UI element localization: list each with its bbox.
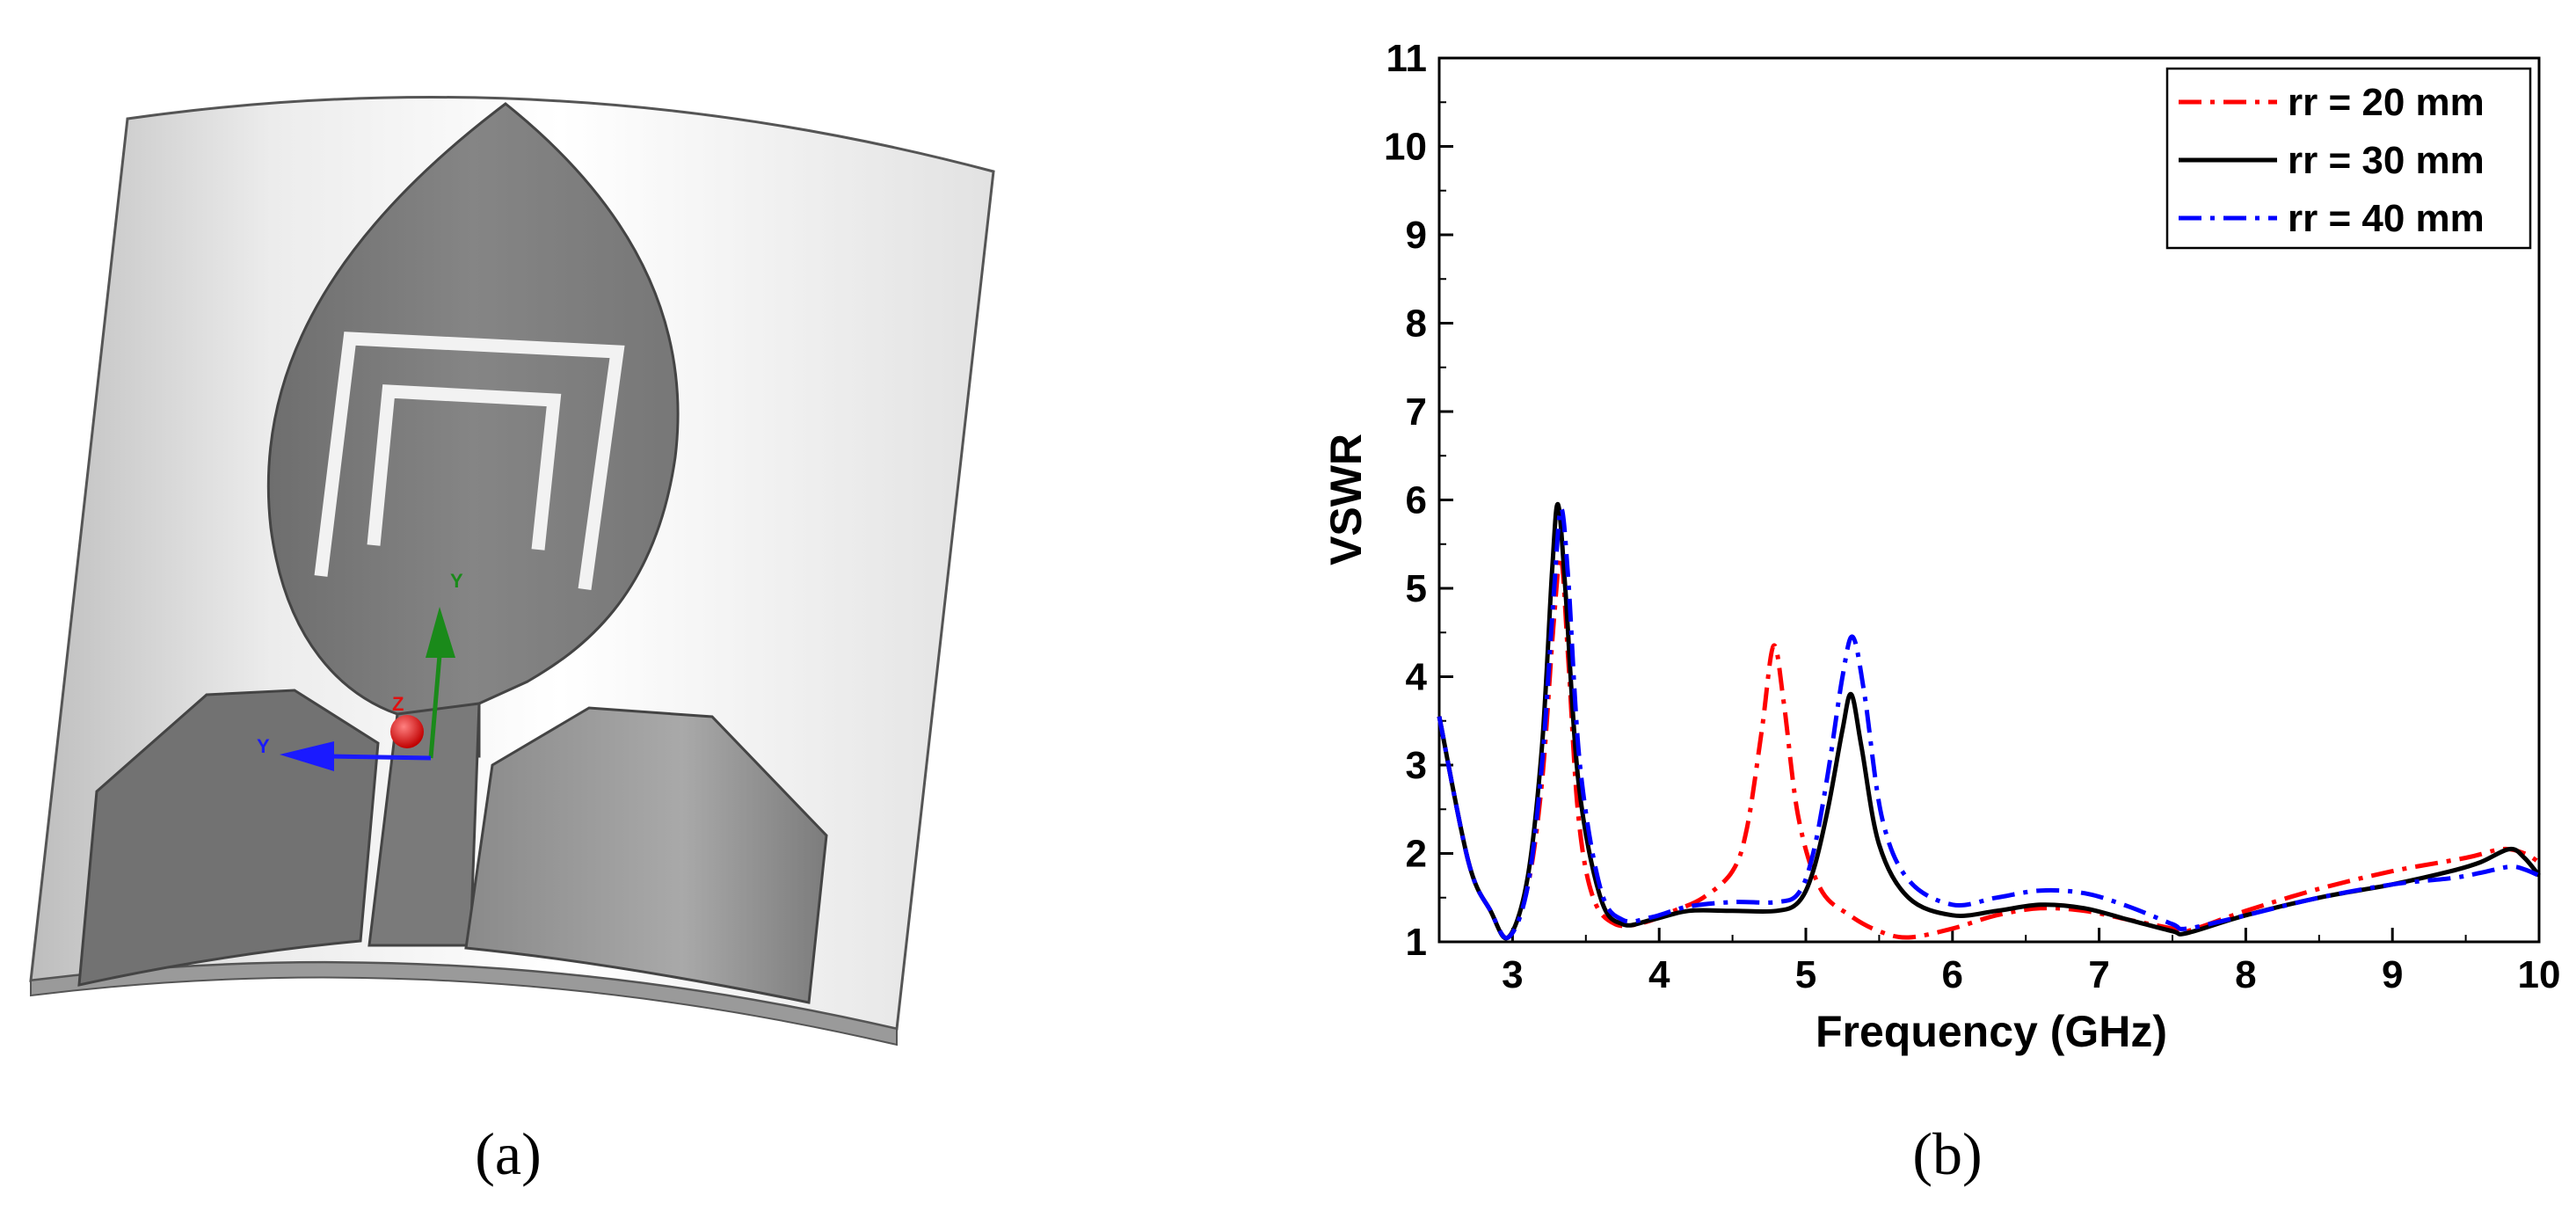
inner-u-slot — [367, 384, 562, 551]
x-tick-label: 7 — [2088, 953, 2109, 996]
y-axis-blue-label: Y — [257, 735, 270, 757]
panel-b-caption: (b) — [1912, 1120, 1982, 1187]
right-ground-plane — [464, 706, 828, 1004]
x-tick-label: 9 — [2382, 953, 2403, 996]
z-axis-red-label: Z — [392, 693, 404, 715]
y-tick-label: 4 — [1406, 656, 1428, 699]
y-tick-label: 5 — [1406, 567, 1427, 610]
y-tick-label: 7 — [1406, 390, 1427, 434]
series-rr40-line — [1437, 506, 2540, 940]
y-tick-label: 2 — [1406, 833, 1427, 876]
x-axis-label: Frequency (GHz) — [1816, 1007, 2167, 1056]
y-axis-green-line — [428, 654, 442, 759]
x-tick-label: 3 — [1502, 953, 1523, 996]
left-ground-plane — [77, 689, 380, 987]
y-tick-label: 11 — [1386, 37, 1427, 80]
x-tick-label: 5 — [1795, 953, 1816, 996]
legend: rr = 20 mm rr = 30 mm rr = 40 mm — [2165, 67, 2532, 250]
coordinate-axes: Y Y Z — [257, 570, 463, 771]
x-tick-label: 6 — [1942, 953, 1963, 996]
y-tick-label: 1 — [1406, 921, 1427, 964]
y-axis-blue-arrow — [280, 741, 334, 771]
y-axis-label: VSWR — [1321, 434, 1371, 565]
y-tick-label: 8 — [1406, 303, 1427, 346]
legend-label-rr20: rr = 20 mm — [2288, 81, 2485, 124]
legend-label-rr40: rr = 40 mm — [2288, 197, 2485, 240]
z-axis-red-ball — [390, 715, 424, 748]
antenna-render: Y Y Z — [29, 96, 995, 1046]
x-axis-ticks: 3 4 5 6 7 8 9 10 — [1438, 928, 2561, 996]
x-tick-label: 10 — [2518, 953, 2561, 996]
y-axis-ticks: 1 2 3 4 5 6 7 8 9 10 11 — [1384, 37, 1453, 964]
panel-a-caption: (a) — [475, 1120, 541, 1187]
y-axis-green-arrow — [426, 607, 455, 658]
substrate-edge — [30, 961, 898, 1046]
series-layer — [1437, 501, 2541, 941]
y-tick-label: 3 — [1406, 744, 1427, 787]
teardrop-patch — [266, 102, 680, 758]
y-axis-blue-line — [329, 754, 432, 761]
y-tick-label: 6 — [1406, 479, 1427, 522]
y-tick-label: 10 — [1384, 126, 1427, 169]
outer-u-slot — [314, 332, 625, 591]
y-tick-label: 9 — [1406, 214, 1427, 257]
y-axis-green-label: Y — [450, 570, 463, 592]
x-tick-label: 8 — [2235, 953, 2256, 996]
x-tick-label: 4 — [1648, 953, 1670, 996]
legend-label-rr30: rr = 30 mm — [2288, 139, 2485, 182]
